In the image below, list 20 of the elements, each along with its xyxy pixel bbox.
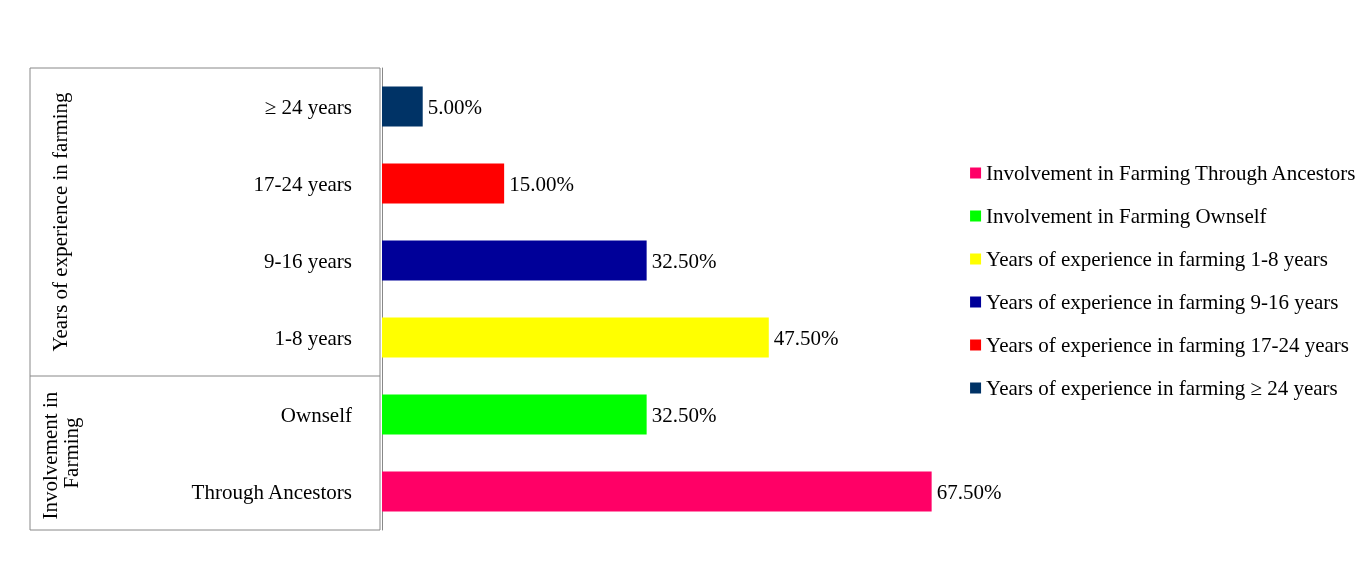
text: Years of experience in farming [48, 91, 72, 352]
data-label: 32.50% [651, 402, 717, 427]
data-label: 47.50% [773, 325, 839, 350]
data-label: 15.00% [509, 171, 574, 196]
y-tick-label: ≥ 24 years [264, 94, 352, 119]
y-tick-label: 9-16 years [263, 248, 352, 273]
legend-label: Involvement in Farming Through Ancestors [986, 161, 1356, 185]
y-tick-label: Ownself [280, 402, 352, 427]
data-label: 32.50% [651, 248, 717, 273]
legend-label: Years of experience in farming 1-8 years [986, 247, 1328, 271]
legend-label: Years of experience in farming 17-24 years [986, 333, 1349, 357]
y-tick-label: Through Ancestors [191, 479, 352, 504]
text: Involvement in Farming [37, 386, 83, 520]
data-label: 5.00% [427, 94, 482, 119]
y-tick-label: 1-8 years [274, 325, 352, 350]
legend-label: Involvement in Farming Ownself [986, 204, 1267, 228]
data-label: 67.50% [936, 479, 1002, 504]
legend-label: Years of experience in farming 9-16 years [986, 290, 1339, 314]
y-tick-label: 17-24 years [253, 171, 352, 196]
legend-label: Years of experience in farming ≥ 24 years [986, 376, 1338, 400]
